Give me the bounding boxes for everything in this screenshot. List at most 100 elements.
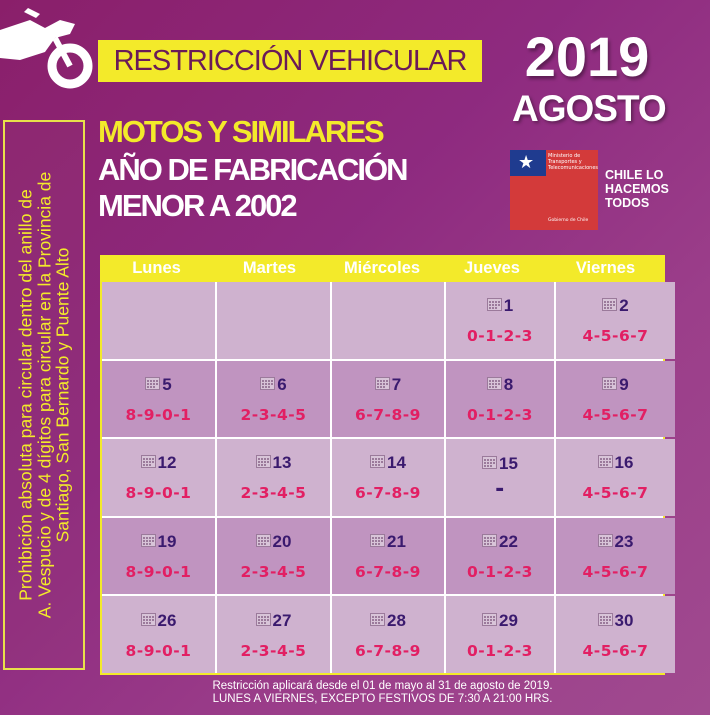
weekday-tuesday: Martes — [242, 259, 297, 277]
side-note-box — [3, 120, 85, 670]
calendar-icon — [140, 532, 156, 552]
calendar-icon — [374, 375, 390, 395]
restricted-digits: 8-9-0-1 — [125, 405, 192, 424]
day-number: 2 — [602, 295, 629, 317]
calendar-icon — [260, 375, 276, 395]
day-number: 28 — [370, 610, 406, 632]
star-icon: ★ — [518, 152, 535, 173]
restricted-digits: 8-9-0-1 — [125, 641, 192, 660]
weekday-thursday: Jueves — [464, 259, 520, 277]
calendar-cell: 23 4-5-6-7 — [556, 517, 675, 595]
calendar-cell — [217, 282, 330, 359]
restricted-digits: 4-5-6-7 — [582, 641, 649, 660]
calendar-cell — [332, 282, 444, 359]
calendar-icon — [140, 453, 156, 473]
calendar-cell: 28 6-7-8-9 — [332, 596, 444, 673]
fabrication-year-heading: AÑO DE FABRICACIÓN — [98, 152, 408, 187]
calendar-cell: 19 8-9-0-1 — [102, 517, 215, 595]
restricted-digits: 2-3-4-5 — [240, 405, 307, 424]
vehicle-type-heading: MOTOS Y SIMILARES — [98, 114, 385, 149]
calendar-icon — [597, 611, 613, 631]
restricted-digits: 2-3-4-5 — [240, 484, 307, 503]
calendar-cell: 2 4-5-6-7 — [556, 282, 675, 359]
calendar-icon — [370, 532, 386, 552]
side-note: Prohibición absoluta para circular dentr… — [15, 171, 73, 619]
day-number: 15 — [482, 453, 518, 475]
page-title: RESTRICCIÓN VEHICULAR — [98, 40, 482, 82]
day-number: 23 — [597, 531, 633, 553]
day-number: 13 — [255, 452, 291, 474]
weekday-friday: Viernes — [575, 259, 636, 277]
slogan: CHILE LO HACEMOS TODOS — [605, 168, 669, 210]
day-number: 12 — [140, 452, 176, 474]
day-number: 26 — [140, 610, 176, 632]
calendar-icon — [482, 611, 498, 631]
restricted-digits: 2-3-4-5 — [240, 563, 307, 582]
weekday-monday: Lunes — [132, 259, 181, 277]
calendar-cell: 22 0-1-2-3 — [446, 517, 554, 595]
calendar-icon — [486, 296, 502, 316]
restricted-digits: 0-1-2-3 — [467, 641, 533, 660]
restricted-digits: 6-7-8-9 — [355, 405, 421, 424]
day-number: 8 — [486, 374, 513, 396]
day-number: 5 — [145, 374, 172, 396]
weekday-wednesday: Miércoles — [343, 259, 421, 277]
calendar-cell: 8 0-1-2-3 — [446, 360, 554, 438]
calendar-cell: 26 8-9-0-1 — [102, 596, 215, 673]
calendar-icon — [370, 611, 386, 631]
fabrication-year-limit: MENOR A 2002 — [98, 188, 298, 223]
restricted-digits: 6-7-8-9 — [355, 641, 421, 660]
restricted-digits: 0-1-2-3 — [467, 563, 533, 582]
ministry-name: Ministerio de Transportes y Telecomunica… — [548, 153, 599, 171]
calendar-cell: 16 4-5-6-7 — [556, 439, 675, 516]
motorcycle-icon — [0, 8, 93, 89]
day-number: 22 — [482, 531, 518, 553]
footer-note: Restricción aplicará desde el 01 de mayo… — [212, 680, 553, 705]
calendar-icon — [482, 454, 498, 474]
calendar-icon — [602, 296, 618, 316]
calendar-cell: 21 6-7-8-9 — [332, 517, 444, 595]
restricted-digits: 8-9-0-1 — [125, 484, 192, 503]
day-number: 7 — [374, 374, 401, 396]
restricted-digits: 6-7-8-9 — [355, 563, 421, 582]
government-logo: ★ Ministerio de Transportes y Telecomuni… — [510, 150, 598, 230]
day-number: 21 — [370, 531, 406, 553]
calendar-icon — [597, 453, 613, 473]
calendar-cell: 9 4-5-6-7 — [556, 360, 675, 438]
calendar-icon — [255, 611, 271, 631]
year-label: 2019 — [524, 25, 650, 88]
day-number: 20 — [255, 531, 291, 553]
calendar-cell: 27 2-3-4-5 — [217, 596, 330, 673]
restricted-digits: 4-5-6-7 — [582, 405, 649, 424]
restricted-digits: 4-5-6-7 — [582, 484, 649, 503]
restricted-digits: 0-1-2-3 — [467, 405, 533, 424]
calendar-cell: 5 8-9-0-1 — [102, 360, 215, 438]
restriction-calendar: Lunes Martes Miércoles Jueves Viernes 1 0… — [100, 255, 675, 675]
restricted-digits: 0-1-2-3 — [467, 327, 533, 346]
restricted-digits: 4-5-6-7 — [582, 563, 649, 582]
day-number: 30 — [597, 610, 633, 632]
calendar-cell: 30 4-5-6-7 — [556, 596, 675, 673]
calendar-cell: 29 0-1-2-3 — [446, 596, 554, 673]
day-number: 9 — [602, 374, 629, 396]
calendar-icon — [482, 532, 498, 552]
calendar-cell: 12 8-9-0-1 — [102, 439, 215, 516]
calendar-cell: 7 6-7-8-9 — [332, 360, 444, 438]
calendar-cell — [102, 282, 215, 359]
calendar-cell: 1 0-1-2-3 — [446, 282, 554, 359]
calendar-icon — [597, 532, 613, 552]
day-number: 27 — [255, 610, 291, 632]
calendar-cell: 20 2-3-4-5 — [217, 517, 330, 595]
calendar-icon — [255, 532, 271, 552]
restricted-digits: 2-3-4-5 — [240, 641, 307, 660]
day-number: 1 — [486, 295, 513, 317]
calendar-cell: 14 6-7-8-9 — [332, 439, 444, 516]
restricted-digits: 6-7-8-9 — [355, 484, 421, 503]
calendar-cell: 15- — [446, 439, 554, 516]
calendar-cell: 13 2-3-4-5 — [217, 439, 330, 516]
restricted-digits: - — [495, 476, 505, 502]
day-number: 6 — [260, 374, 287, 396]
calendar-icon — [602, 375, 618, 395]
calendar-grid: 1 0-1-2-3 2 4-5-6-7 5 8-9-0-1 6 2-3-4-5 7 6-7-8-9… — [100, 282, 675, 675]
calendar-icon — [140, 611, 156, 631]
